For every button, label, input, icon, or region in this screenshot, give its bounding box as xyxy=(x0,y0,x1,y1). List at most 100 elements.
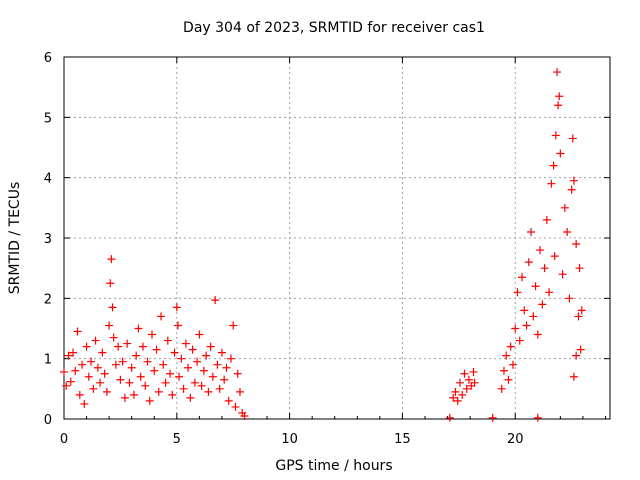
data-point xyxy=(231,402,240,411)
data-point xyxy=(87,357,96,366)
data-point xyxy=(123,339,132,348)
data-point xyxy=(513,288,522,297)
x-tick-label: 0 xyxy=(60,432,68,447)
data-point xyxy=(157,312,166,321)
data-point xyxy=(524,258,533,267)
data-point xyxy=(100,369,109,378)
axis-ticks: 0 5 10 15 20 0 1 2 3 4 5 6 xyxy=(44,51,610,447)
data-point xyxy=(569,176,578,185)
y-tick-label: 4 xyxy=(44,172,52,187)
data-point xyxy=(449,393,458,402)
data-point xyxy=(177,354,186,363)
data-point xyxy=(190,378,199,387)
data-point xyxy=(195,330,204,339)
data-point xyxy=(504,375,513,384)
data-point xyxy=(193,357,202,366)
data-point xyxy=(134,324,143,333)
data-point xyxy=(114,342,123,351)
x-tick-label: 10 xyxy=(281,432,298,447)
data-point xyxy=(538,300,547,309)
data-point xyxy=(91,336,100,345)
data-point xyxy=(172,303,181,312)
data-point xyxy=(62,381,71,390)
data-point xyxy=(520,306,529,315)
data-point xyxy=(445,413,454,422)
data-point xyxy=(129,390,138,399)
data-point xyxy=(576,345,585,354)
data-point xyxy=(211,296,220,305)
data-point xyxy=(184,363,193,372)
data-point xyxy=(545,288,554,297)
data-point xyxy=(497,384,506,393)
data-point xyxy=(508,360,517,369)
data-point xyxy=(531,282,540,291)
data-point xyxy=(213,360,222,369)
data-point xyxy=(574,312,583,321)
data-point xyxy=(224,396,233,405)
data-point xyxy=(577,306,586,315)
x-tick-label: 5 xyxy=(173,432,181,447)
data-point xyxy=(159,360,168,369)
data-point xyxy=(78,360,87,369)
x-tick-label: 20 xyxy=(507,432,524,447)
data-point xyxy=(542,215,551,224)
data-point xyxy=(502,351,511,360)
y-axis-label: SRMTID / TECUs xyxy=(7,182,23,295)
data-point xyxy=(488,413,497,422)
data-point xyxy=(568,134,577,143)
data-point xyxy=(572,240,581,249)
data-point xyxy=(98,348,107,357)
data-point xyxy=(551,131,560,140)
data-point xyxy=(455,378,464,387)
data-point xyxy=(569,372,578,381)
data-point xyxy=(138,342,147,351)
x-tick-label: 15 xyxy=(394,432,411,447)
data-point xyxy=(93,363,102,372)
data-point xyxy=(166,369,175,378)
data-points xyxy=(60,68,586,422)
data-point xyxy=(69,348,78,357)
data-point xyxy=(66,377,75,386)
data-point xyxy=(64,351,73,360)
data-point xyxy=(499,366,508,375)
data-point xyxy=(464,375,473,384)
data-point xyxy=(563,227,572,236)
grid-lines xyxy=(64,57,610,419)
data-point xyxy=(558,270,567,279)
data-point xyxy=(555,92,564,101)
data-point xyxy=(470,378,479,387)
data-point xyxy=(462,384,471,393)
data-point xyxy=(84,372,93,381)
data-point xyxy=(168,390,177,399)
data-point xyxy=(105,321,114,330)
data-point xyxy=(233,369,242,378)
data-point xyxy=(150,366,159,375)
data-point xyxy=(453,396,462,405)
data-point xyxy=(527,227,536,236)
data-point xyxy=(170,348,179,357)
data-point xyxy=(173,321,182,330)
chart-title: Day 304 of 2023, SRMTID for receiver cas… xyxy=(183,20,485,36)
data-point xyxy=(102,387,111,396)
y-tick-label: 2 xyxy=(44,292,52,307)
data-point xyxy=(82,342,91,351)
y-tick-label: 5 xyxy=(44,111,52,126)
data-point xyxy=(108,303,117,312)
data-point xyxy=(240,411,249,420)
data-point xyxy=(163,336,172,345)
data-point xyxy=(132,351,141,360)
data-point xyxy=(111,360,120,369)
data-point xyxy=(206,342,215,351)
data-point xyxy=(107,255,116,264)
data-point xyxy=(565,294,574,303)
data-point xyxy=(575,264,584,273)
data-point xyxy=(118,357,127,366)
data-point xyxy=(560,203,569,212)
x-axis-label: GPS time / hours xyxy=(275,458,392,474)
data-point xyxy=(141,381,150,390)
data-point xyxy=(96,378,105,387)
data-point xyxy=(215,384,224,393)
data-point xyxy=(554,101,563,110)
y-tick-label: 6 xyxy=(44,51,52,66)
data-point xyxy=(460,369,469,378)
